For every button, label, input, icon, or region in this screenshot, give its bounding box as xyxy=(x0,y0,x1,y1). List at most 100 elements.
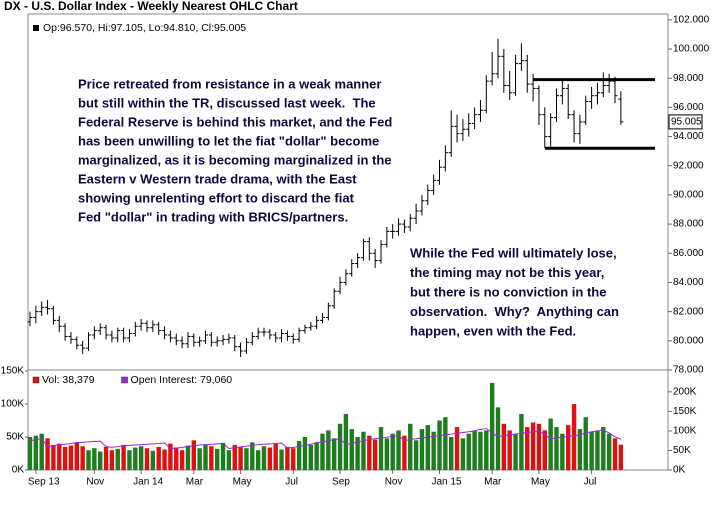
volume-bar xyxy=(45,438,50,470)
legend-label: Open Interest: 79,060 xyxy=(131,374,233,386)
volume-bar xyxy=(62,446,68,470)
volume-bar xyxy=(326,430,331,470)
volume-bar xyxy=(33,435,39,470)
volume-bar xyxy=(203,444,208,470)
volume-bar xyxy=(133,447,138,470)
x-tick-label: Mar xyxy=(484,477,502,488)
volume-bar xyxy=(144,448,150,470)
y2-tick-label: 200K xyxy=(673,387,697,398)
x-tick-label: Jan 14 xyxy=(133,477,163,488)
volume-bar xyxy=(92,448,97,470)
volume-bar xyxy=(308,444,313,470)
volume-bar xyxy=(612,438,618,470)
volume-bar xyxy=(431,431,436,470)
volume-bar xyxy=(355,437,360,470)
volume-bar xyxy=(51,444,56,470)
volume-bar xyxy=(291,448,296,470)
volume-bar xyxy=(57,443,62,470)
volume-bar xyxy=(174,447,179,470)
annotation: Fed "dollar" in trading with BRICS/partn… xyxy=(78,209,348,224)
annotation: observation. Why? Anything can xyxy=(410,304,619,319)
volume-bar xyxy=(402,435,407,470)
volume-bar xyxy=(279,449,284,470)
volume-bar xyxy=(425,425,430,470)
volume-bar xyxy=(343,413,349,470)
info-marker xyxy=(33,25,39,31)
volume-bar xyxy=(232,444,237,470)
annotation: happen, even with the Fed. xyxy=(410,323,576,338)
volume-bar xyxy=(115,448,120,470)
volume-bar xyxy=(320,433,325,470)
volume-bar xyxy=(39,433,44,470)
last-price-label: 95.005 xyxy=(671,117,702,128)
volume-bar xyxy=(413,440,419,470)
volume-bar xyxy=(396,430,401,470)
x-tick-label: May xyxy=(531,477,550,488)
volume-bar xyxy=(285,446,290,470)
volume-bar xyxy=(601,427,606,470)
volume-bar xyxy=(98,451,103,470)
y-tick-label: 84.000 xyxy=(673,277,704,288)
annotation: showing unrelenting effort to discard th… xyxy=(78,190,355,205)
price-panel xyxy=(27,13,669,371)
volume-bar xyxy=(495,407,501,470)
volume-bar xyxy=(525,427,530,470)
y-tick-label: 92.000 xyxy=(673,160,704,171)
y-tick-label: 0K xyxy=(12,465,25,476)
volume-bar xyxy=(121,444,126,470)
volume-bar xyxy=(566,425,571,470)
x-tick-label: Jan 15 xyxy=(432,477,462,488)
volume-bar xyxy=(519,413,524,470)
volume-bar xyxy=(138,446,144,470)
volume-bar xyxy=(296,440,302,470)
volume-bar xyxy=(542,430,547,470)
y-tick-label: 102.000 xyxy=(673,14,710,25)
y-tick-label: 100K xyxy=(1,399,25,410)
y-tick-label: 90.000 xyxy=(673,190,704,201)
volume-bar xyxy=(583,417,588,470)
last-price-box xyxy=(668,114,703,130)
volume-bar xyxy=(27,437,33,470)
volume-bar xyxy=(577,429,583,470)
volume-bar xyxy=(466,433,471,470)
annotation: Federal Reserve is behind this market, a… xyxy=(78,114,392,129)
volume-bar xyxy=(185,445,191,470)
volume-bar xyxy=(361,431,366,470)
y2-tick-label: 0K xyxy=(673,465,686,476)
annotation: Eastern v Western trade drama, with the … xyxy=(78,171,357,186)
x-tick-label: Jul xyxy=(584,477,597,488)
volume-bar xyxy=(478,431,483,470)
volume-bar xyxy=(372,439,378,470)
annotation: marginalized, as it is becoming marginal… xyxy=(78,152,392,167)
volume-bar xyxy=(332,438,337,470)
volume-bar xyxy=(618,444,624,470)
volume-bar xyxy=(162,449,167,470)
y-tick-label: 80.000 xyxy=(673,335,704,346)
x-tick-label: Jul xyxy=(285,477,298,488)
volume-bar xyxy=(209,446,214,470)
volume-bar xyxy=(127,450,132,470)
annotation: the timing may not be this year, xyxy=(410,265,604,280)
volume-bar xyxy=(197,448,202,470)
y-tick-label: 96.000 xyxy=(673,102,704,113)
y2-tick-label: 100K xyxy=(673,426,697,437)
volume-bar xyxy=(460,438,466,470)
volume-bar xyxy=(449,437,454,470)
y-tick-label: 78.000 xyxy=(673,365,704,376)
volume-bar xyxy=(273,443,278,470)
volume-bar xyxy=(513,433,518,470)
volume-bar xyxy=(390,433,395,470)
volume-bar xyxy=(86,450,91,470)
volume-bar xyxy=(472,430,477,470)
volume-bar xyxy=(238,446,243,470)
volume-bar xyxy=(548,418,553,470)
y-tick-label: 94.000 xyxy=(673,131,704,142)
annotation: Price retreated from resistance in a wea… xyxy=(78,76,381,91)
volume-bar xyxy=(384,438,390,470)
annotation: While the Fed will ultimately lose, xyxy=(410,245,617,260)
volume-bar xyxy=(536,423,542,470)
volume-bar xyxy=(507,430,512,470)
volume-bar xyxy=(215,448,220,470)
volume-bar xyxy=(501,423,507,470)
volume-bar xyxy=(68,445,74,470)
